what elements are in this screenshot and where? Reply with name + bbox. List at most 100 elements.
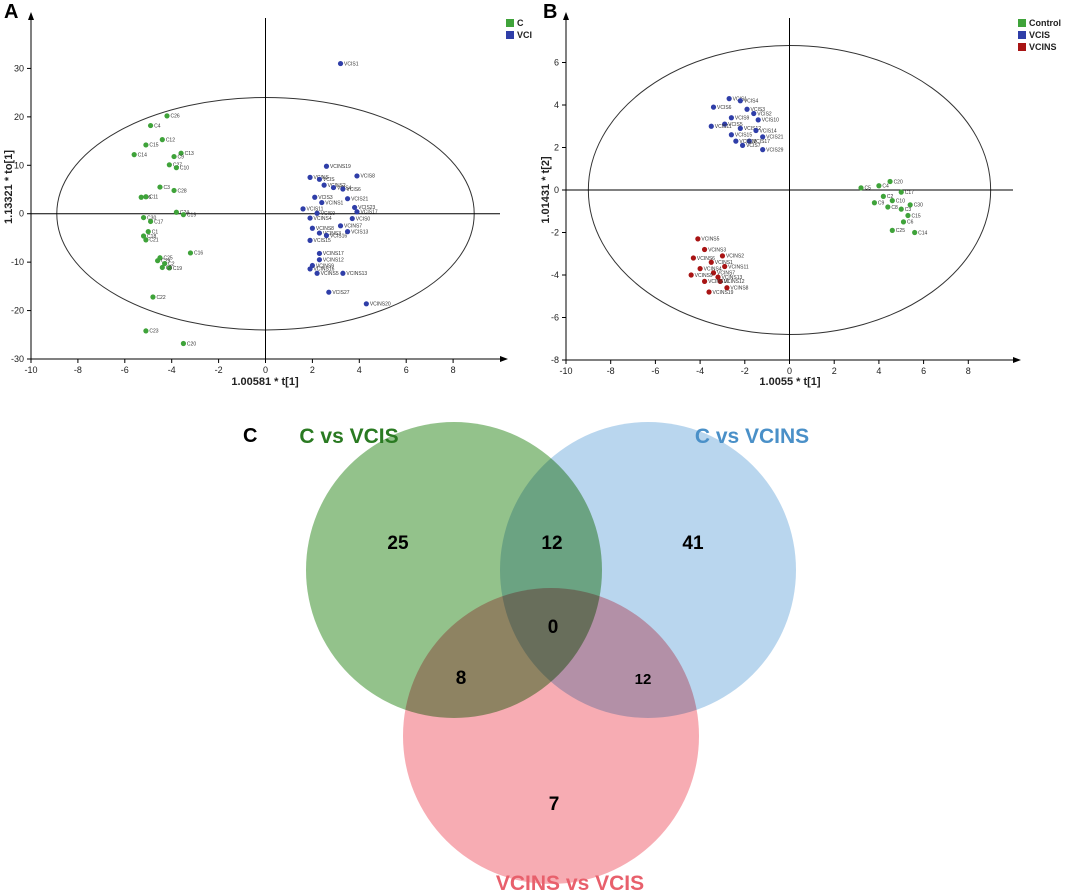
point-label: VCINS5 bbox=[321, 271, 339, 277]
venn-circle-vcins-vs-vcis bbox=[403, 588, 699, 884]
y-tick-label: 20 bbox=[14, 112, 24, 122]
data-point bbox=[688, 272, 694, 278]
x-tick-label: -4 bbox=[168, 365, 176, 375]
legend-swatch-c bbox=[506, 19, 514, 27]
point-label: VCIS15 bbox=[314, 238, 331, 244]
point-label: VCIS0 bbox=[356, 216, 371, 222]
x-tick-label: 4 bbox=[876, 366, 881, 376]
data-point bbox=[719, 253, 726, 259]
x-axis-label-b: 1.0055 * t[1] bbox=[759, 376, 820, 388]
data-point bbox=[889, 198, 895, 204]
data-point bbox=[314, 210, 320, 216]
data-point bbox=[728, 115, 734, 121]
point-label: C30 bbox=[914, 203, 923, 209]
point-label: VCIS7 bbox=[746, 143, 761, 149]
y-tick-label: -2 bbox=[551, 228, 559, 238]
point-label: C21 bbox=[149, 238, 158, 244]
legend-b: Control VCIS VCINS bbox=[1018, 18, 1061, 52]
data-point bbox=[187, 250, 194, 256]
data-point bbox=[323, 232, 330, 239]
point-label: C25 bbox=[163, 256, 172, 262]
point-label: VCIS bbox=[323, 177, 335, 183]
point-label: VCIS27 bbox=[332, 290, 349, 296]
x-tick-label: 2 bbox=[310, 365, 315, 375]
data-point bbox=[166, 162, 172, 168]
point-label: VCINS2 bbox=[726, 254, 744, 260]
point-label: VCIS13 bbox=[351, 229, 368, 235]
venn-count-only-c-vs-vcins: 41 bbox=[682, 533, 704, 554]
point-label: VCINS10 bbox=[708, 279, 729, 285]
data-point bbox=[157, 184, 163, 190]
point-label: VCIS5 bbox=[728, 122, 743, 128]
point-label: VCIS3 bbox=[751, 107, 766, 113]
data-point bbox=[708, 123, 714, 129]
point-label: VCIS17 bbox=[753, 139, 770, 145]
point-label: VCIS9 bbox=[735, 116, 750, 122]
point-label: VCINS11 bbox=[728, 264, 749, 270]
data-point bbox=[751, 110, 757, 117]
data-point bbox=[739, 142, 746, 148]
data-point bbox=[316, 230, 323, 236]
data-point bbox=[737, 125, 743, 131]
point-label: VCINS16 bbox=[314, 267, 335, 273]
point-label: C26 bbox=[171, 114, 180, 120]
data-point bbox=[173, 209, 179, 215]
data-point bbox=[871, 200, 878, 206]
data-point bbox=[323, 163, 330, 169]
data-point bbox=[701, 246, 708, 253]
x-tick-label: -4 bbox=[696, 366, 704, 376]
data-point bbox=[140, 214, 147, 221]
point-label: VCINS20 bbox=[370, 302, 391, 308]
x-tick-label: 8 bbox=[966, 366, 971, 376]
x-tick-label: -2 bbox=[215, 365, 223, 375]
y-tick-label: 4 bbox=[554, 100, 559, 110]
data-point bbox=[309, 225, 315, 231]
legend-swatch-control bbox=[1018, 19, 1026, 27]
data-point bbox=[344, 229, 351, 235]
data-point bbox=[131, 152, 137, 158]
legend-swatch-vci bbox=[506, 31, 514, 39]
point-label: VCINS4 bbox=[314, 216, 332, 222]
data-point bbox=[753, 127, 759, 134]
data-point bbox=[140, 233, 147, 239]
x-tick-label: -2 bbox=[741, 366, 749, 376]
venn-title-c-vs-vcins: C vs VCINS bbox=[695, 425, 809, 448]
x-tick-label: 6 bbox=[404, 365, 409, 375]
point-label: VCINS19 bbox=[330, 164, 351, 170]
point-label: VCINS17 bbox=[323, 251, 344, 257]
point-label: VCIS6 bbox=[346, 187, 361, 193]
x-tick-label: -8 bbox=[607, 366, 615, 376]
point-label: C28 bbox=[178, 188, 187, 194]
point-label: C13 bbox=[185, 151, 194, 157]
data-point bbox=[715, 274, 721, 280]
point-label: VCIS14 bbox=[759, 128, 776, 134]
data-point bbox=[159, 137, 165, 143]
data-point bbox=[907, 202, 913, 208]
x-tick-label: 2 bbox=[832, 366, 837, 376]
point-label: VCIS29 bbox=[766, 147, 783, 153]
y-tick-label: -20 bbox=[11, 306, 24, 316]
y-tick-label: -10 bbox=[11, 257, 24, 267]
x-axis-label-a: 1.00581 * t[1] bbox=[231, 376, 299, 388]
y-axis-label-a: 1.13321 * to[1] bbox=[3, 150, 15, 224]
data-point bbox=[316, 257, 323, 263]
y-tick-label: 0 bbox=[19, 209, 24, 219]
data-point bbox=[340, 270, 346, 276]
data-point bbox=[340, 186, 346, 192]
data-point bbox=[755, 117, 761, 123]
data-point bbox=[307, 266, 313, 272]
data-point bbox=[316, 250, 323, 257]
point-label: C20 bbox=[894, 179, 903, 185]
y-axis-arrow-a bbox=[28, 12, 34, 20]
point-label: C30 bbox=[147, 215, 156, 221]
data-point bbox=[143, 237, 149, 243]
data-point bbox=[307, 215, 313, 221]
scatter-plot-a: 1.00581 * t[1] 1.13321 * to[1] C VCI -10… bbox=[3, 12, 532, 388]
point-label: VCINS12 bbox=[323, 258, 344, 264]
venn-count-only-vcins-vs-vcis: 7 bbox=[549, 794, 560, 815]
point-label: C18 bbox=[147, 234, 156, 240]
point-label: VCIS23 bbox=[358, 205, 375, 211]
point-label: C17 bbox=[905, 190, 914, 196]
data-point bbox=[314, 270, 320, 276]
data-point bbox=[708, 259, 714, 265]
